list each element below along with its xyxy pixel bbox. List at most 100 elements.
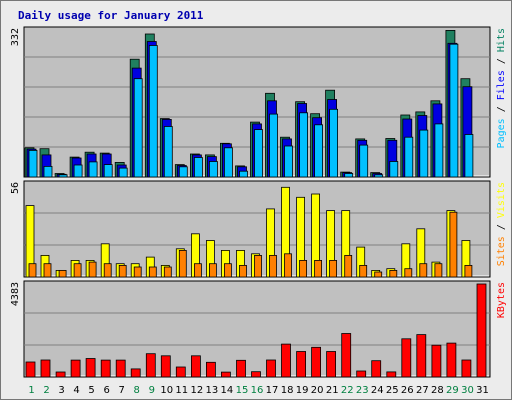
- bar-kbytes-day-10: [160, 355, 171, 378]
- bar-sites-day-24: [374, 271, 383, 278]
- bar-kbytes-day-14: [220, 371, 231, 378]
- day-label-2: 2: [43, 385, 49, 396]
- bar-pages-day-5: [88, 161, 98, 178]
- panel-2: 56 Sites / Visits: [10, 180, 507, 278]
- series-sites: [28, 211, 473, 278]
- day-label-18: 18: [281, 385, 294, 396]
- day-label-7: 7: [119, 385, 125, 396]
- chart-panels: 332 Pages / Files / Hits 56 Sites / Visits 4…: [10, 26, 507, 378]
- bar-kbytes-day-12: [190, 355, 201, 378]
- bar-sites-day-25: [389, 269, 398, 278]
- legend-part: Sites: [496, 236, 507, 266]
- legend-label: Sites / Visits: [496, 182, 507, 266]
- day-label-27: 27: [416, 385, 429, 396]
- bar-kbytes-day-4: [70, 359, 81, 378]
- ymax-label: 332: [10, 28, 21, 46]
- bar-pages-day-6: [103, 164, 113, 178]
- legend-part: /: [496, 52, 507, 70]
- bar-pages-day-24: [374, 174, 384, 178]
- bar-sites-day-30: [464, 264, 473, 278]
- bar-pages-day-3: [58, 174, 68, 178]
- bar-sites-day-15: [239, 264, 247, 278]
- bar-kbytes-day-21: [326, 351, 337, 378]
- panel-1: 332 Pages / Files / Hits: [10, 26, 507, 178]
- day-label-6: 6: [104, 385, 110, 396]
- bar-pages-day-2: [43, 165, 53, 178]
- bar-pages-day-16: [254, 129, 263, 178]
- ymax-label: 56: [10, 182, 21, 194]
- bar-kbytes-day-27: [416, 334, 427, 378]
- bar-pages-day-12: [193, 157, 203, 178]
- chart-title: Daily usage for January 2011: [18, 9, 204, 22]
- bar-pages-day-29: [449, 43, 459, 178]
- bar-sites-day-11: [178, 249, 187, 278]
- bar-pages-day-30: [464, 134, 474, 178]
- bar-pages-day-23: [359, 144, 369, 178]
- bar-sites-day-18: [284, 253, 292, 278]
- bar-pages-day-14: [223, 147, 233, 178]
- series-pages: [28, 43, 474, 178]
- bar-sites-day-9: [148, 266, 157, 278]
- day-label-31: 31: [476, 385, 489, 396]
- bar-kbytes-day-31: [476, 283, 487, 378]
- bar-sites-day-7: [118, 264, 127, 278]
- day-label-17: 17: [266, 385, 279, 396]
- legend-part: Hits: [496, 28, 507, 52]
- bar-kbytes-day-28: [431, 344, 442, 378]
- bar-kbytes-day-7: [115, 359, 126, 378]
- day-label-30: 30: [461, 385, 474, 396]
- bar-sites-day-6: [103, 263, 112, 278]
- bar-kbytes-day-29: [446, 342, 457, 378]
- bar-sites-day-13: [208, 263, 217, 278]
- bar-sites-day-1: [28, 263, 37, 278]
- bar-pages-day-28: [434, 123, 444, 178]
- bar-sites-day-4: [73, 263, 82, 278]
- bar-kbytes-day-13: [205, 361, 216, 378]
- day-label-5: 5: [88, 385, 94, 396]
- bar-kbytes-day-23: [356, 370, 367, 378]
- legend-part: /: [496, 218, 507, 236]
- bar-pages-day-20: [314, 124, 324, 178]
- day-label-12: 12: [191, 385, 204, 396]
- day-label-20: 20: [311, 385, 324, 396]
- bar-sites-day-28: [434, 263, 443, 278]
- day-label-9: 9: [149, 385, 155, 396]
- bar-kbytes-day-1: [25, 361, 36, 378]
- day-label-15: 15: [236, 385, 249, 396]
- bar-sites-day-19: [299, 259, 308, 278]
- bar-pages-day-8: [133, 78, 143, 178]
- day-label-25: 25: [386, 385, 399, 396]
- bar-pages-day-25: [389, 161, 399, 178]
- bar-kbytes-day-6: [100, 359, 111, 378]
- bar-pages-day-9: [148, 45, 158, 178]
- bar-kbytes-day-26: [401, 338, 412, 378]
- bar-sites-day-3: [58, 269, 67, 278]
- bar-sites-day-26: [404, 268, 413, 278]
- day-label-1: 1: [28, 385, 34, 396]
- bar-kbytes-day-11: [175, 366, 186, 378]
- bar-kbytes-day-9: [145, 353, 156, 378]
- bar-kbytes-day-16: [251, 371, 261, 378]
- legend-label: Pages / Files / Hits: [496, 28, 507, 148]
- legend-part: Visits: [496, 182, 507, 218]
- legend-part: KBytes: [496, 282, 507, 318]
- bar-kbytes-day-30: [461, 359, 472, 378]
- day-label-3: 3: [58, 385, 64, 396]
- day-label-24: 24: [371, 385, 384, 396]
- bar-kbytes-day-22: [341, 333, 352, 378]
- day-label-19: 19: [296, 385, 309, 396]
- day-label-16: 16: [251, 385, 264, 396]
- day-label-13: 13: [206, 385, 219, 396]
- legend-part: /: [496, 100, 507, 118]
- legend-part: Pages: [496, 118, 507, 148]
- series-kbytes: [25, 283, 487, 378]
- bar-kbytes-day-25: [386, 371, 397, 378]
- panel-3: 4383 KBytes: [10, 280, 507, 378]
- day-label-22: 22: [341, 385, 354, 396]
- bar-sites-day-16: [254, 254, 262, 278]
- bar-kbytes-day-8: [130, 368, 141, 378]
- bar-pages-day-10: [163, 126, 173, 178]
- day-label-26: 26: [401, 385, 414, 396]
- bar-pages-day-26: [404, 136, 414, 178]
